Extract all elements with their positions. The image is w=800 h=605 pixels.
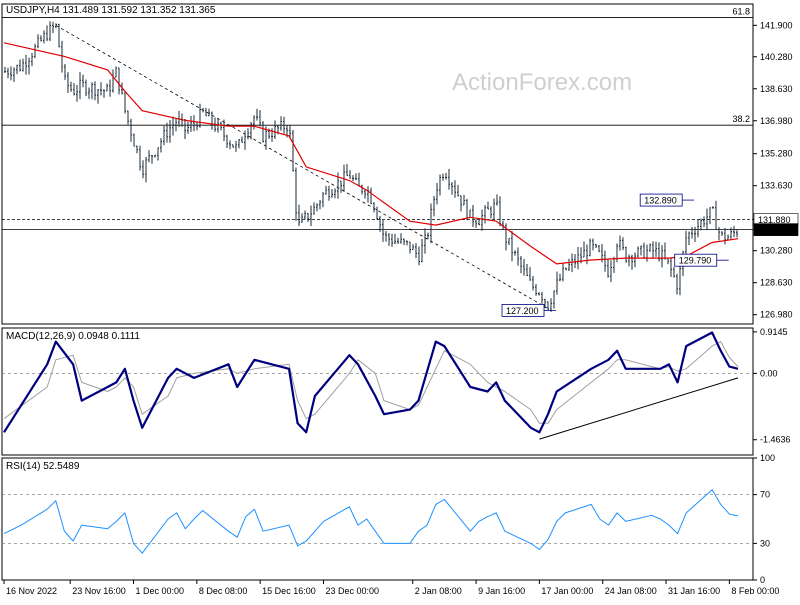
price-tag-box bbox=[753, 223, 799, 236]
macd-panel: 0.9145 0.00 -1.4636 bbox=[2, 327, 791, 445]
price-y-tick-label: 128.630 bbox=[760, 278, 793, 288]
price-y-tick-label: 136.980 bbox=[760, 116, 793, 126]
level-annotation-label: 127.200 bbox=[506, 306, 539, 316]
rsi-line bbox=[3, 489, 739, 554]
x-tick-label: 15 Dec 16:00 bbox=[262, 586, 316, 596]
time-axis: 16 Nov 2022 23 Nov 16:00 1 Dec 00:00 8 Dec … bbox=[3, 580, 779, 596]
price-header: USDJPY,H4 131.489 131.592 131.352 131.36… bbox=[6, 5, 216, 16]
x-tick-label: 31 Jan 16:00 bbox=[668, 586, 720, 596]
price-y-tick-label: 126.980 bbox=[760, 310, 793, 320]
x-tick-label: 8 Feb 00:00 bbox=[731, 586, 779, 596]
price-y-tick-label: 141.900 bbox=[760, 20, 793, 30]
macd-header: MACD(12,26,9) 0.0948 0.1111 bbox=[6, 331, 140, 342]
price-y-tick-label: 140.280 bbox=[760, 52, 793, 62]
level-annotation-label: 129.790 bbox=[679, 256, 712, 266]
rsi-y-tick-label: 0 bbox=[760, 575, 765, 585]
price-frame bbox=[1, 3, 754, 325]
reference-lines: 61.8 38.2 bbox=[2, 7, 753, 231]
fib-label: 61.8 bbox=[732, 7, 750, 17]
macd-y-tick-label: 0.9145 bbox=[760, 327, 788, 337]
price-y-tick-label: 135.280 bbox=[760, 149, 793, 159]
x-tick-label: 8 Dec 08:00 bbox=[199, 586, 248, 596]
x-tick-label: 24 Jan 08:00 bbox=[605, 586, 657, 596]
fib-label: 38.2 bbox=[732, 114, 750, 124]
price-y-tick-label: 138.630 bbox=[760, 84, 793, 94]
x-tick-label: 9 Jan 16:00 bbox=[478, 586, 525, 596]
x-tick-label: 17 Jan 00:00 bbox=[541, 586, 593, 596]
price-tag-label: 131.880 bbox=[758, 215, 791, 225]
candlestick-series bbox=[4, 21, 738, 312]
price-y-tick-label: 130.280 bbox=[760, 246, 793, 256]
macd-trendline bbox=[539, 377, 739, 440]
rsi-header: RSI(14) 52.5489 bbox=[6, 461, 80, 472]
x-tick-label: 1 Dec 00:00 bbox=[136, 586, 185, 596]
panel-frames bbox=[1, 3, 754, 581]
rsi-y-tick-label: 30 bbox=[760, 538, 770, 548]
x-tick-label: 2 Jan 08:00 bbox=[415, 586, 462, 596]
x-tick-label: 16 Nov 2022 bbox=[6, 586, 57, 596]
x-tick-label: 23 Nov 16:00 bbox=[72, 586, 126, 596]
macd-y-tick-label: 0.00 bbox=[760, 368, 778, 378]
rsi-y-tick-label: 70 bbox=[760, 490, 770, 500]
price-y-tick-label: 133.630 bbox=[760, 181, 793, 191]
price-tag-label: 131.365 bbox=[758, 225, 791, 235]
rsi-panel: 100 70 30 0 bbox=[2, 453, 775, 585]
watermark: ActionForex.com bbox=[452, 69, 632, 96]
moving-average-line bbox=[3, 42, 739, 265]
macd-line bbox=[3, 331, 739, 434]
rsi-y-tick-label: 100 bbox=[760, 453, 775, 463]
level-annotation-label: 132.890 bbox=[644, 196, 677, 206]
downtrend-line bbox=[55, 24, 549, 309]
macd-frame bbox=[1, 327, 754, 456]
rsi-frame bbox=[1, 457, 754, 581]
price-panel: 141.900 140.280 138.630 136.980 135.280 133.6… bbox=[3, 20, 799, 320]
macd-y-tick-label: -1.4636 bbox=[760, 435, 791, 445]
x-tick-label: 23 Dec 00:00 bbox=[326, 586, 380, 596]
